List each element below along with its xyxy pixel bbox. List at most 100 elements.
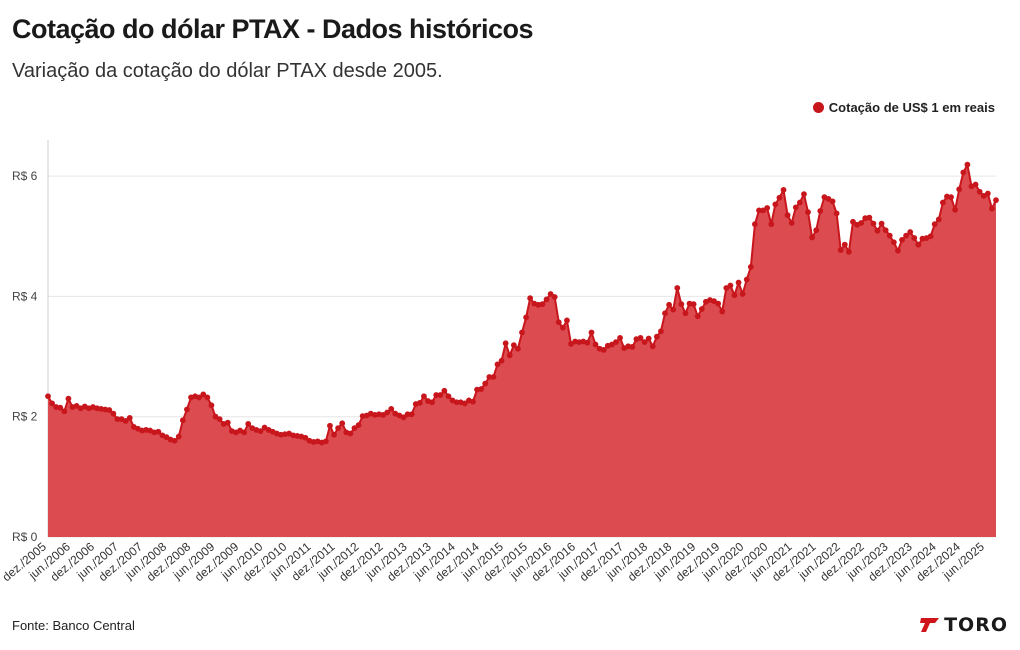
toro-logo-icon xyxy=(920,618,940,632)
data-point xyxy=(850,218,856,225)
data-point xyxy=(698,306,705,312)
data-point xyxy=(895,247,901,254)
data-point xyxy=(155,428,162,435)
data-point xyxy=(780,187,787,193)
data-point xyxy=(404,411,411,418)
logo-wordmark: TORO xyxy=(944,614,1008,636)
data-point xyxy=(196,394,203,401)
data-point xyxy=(335,425,342,432)
data-point xyxy=(931,221,938,228)
data-point xyxy=(224,419,231,426)
y-tick-label: R$ 6 xyxy=(12,169,38,183)
data-point xyxy=(461,400,468,407)
data-point xyxy=(204,394,211,401)
data-point xyxy=(674,285,681,291)
data-point xyxy=(257,428,264,435)
data-point xyxy=(351,425,358,432)
data-point xyxy=(805,209,811,216)
data-point xyxy=(829,198,836,205)
data-point xyxy=(984,190,991,197)
data-point xyxy=(564,317,570,324)
data-point xyxy=(649,343,656,350)
data-point xyxy=(65,395,72,402)
data-point xyxy=(588,329,595,336)
data-point xyxy=(122,418,129,424)
data-point xyxy=(498,357,505,364)
data-point xyxy=(735,279,742,286)
legend-label: Cotação de US$ 1 em reais xyxy=(828,100,995,115)
data-point xyxy=(441,387,448,394)
data-point xyxy=(486,374,493,380)
data-point xyxy=(216,416,223,422)
data-point xyxy=(114,416,121,422)
data-point xyxy=(952,206,959,213)
data-point xyxy=(613,339,619,346)
data-point xyxy=(527,295,534,302)
data-point xyxy=(106,407,113,413)
data-point xyxy=(478,386,485,392)
data-point xyxy=(796,199,803,206)
data-point xyxy=(629,344,636,350)
data-point xyxy=(653,333,660,340)
data-point xyxy=(584,339,591,346)
data-point xyxy=(866,214,873,221)
data-point xyxy=(682,310,689,317)
data-point xyxy=(666,301,672,308)
y-axis-ticks: R$ 0 R$ 2 R$ 4 R$ 6 xyxy=(12,169,38,544)
data-point xyxy=(637,335,644,341)
data-point xyxy=(510,342,517,349)
data-point xyxy=(768,221,775,228)
data-point xyxy=(523,314,529,321)
data-point xyxy=(482,380,489,387)
data-point xyxy=(416,399,423,406)
data-point xyxy=(470,398,476,405)
data-point xyxy=(400,414,407,421)
data-point xyxy=(915,241,922,248)
data-point xyxy=(935,216,942,223)
data-point xyxy=(964,161,971,168)
data-point xyxy=(694,313,701,320)
data-point xyxy=(208,402,215,409)
data-point xyxy=(890,239,897,246)
data-point xyxy=(788,220,795,226)
y-tick-label: R$ 2 xyxy=(12,410,38,424)
data-point xyxy=(948,194,954,201)
data-point xyxy=(939,199,946,206)
series-area-fill xyxy=(48,164,996,537)
data-point xyxy=(245,421,252,427)
data-point xyxy=(743,276,750,283)
data-point xyxy=(792,204,799,211)
data-point xyxy=(662,310,668,317)
data-point xyxy=(61,408,68,415)
data-point xyxy=(670,306,677,313)
data-point xyxy=(453,399,460,406)
data-point xyxy=(559,324,566,331)
data-point xyxy=(331,431,337,438)
data-point xyxy=(388,405,395,412)
data-point xyxy=(715,300,722,307)
data-point xyxy=(355,422,362,429)
data-point xyxy=(886,232,893,239)
data-point xyxy=(678,301,685,308)
data-point xyxy=(764,205,771,211)
data-point xyxy=(833,210,840,217)
data-point xyxy=(429,399,435,406)
brand-logo: TORO xyxy=(919,614,1008,636)
data-point xyxy=(878,220,885,227)
y-tick-label: R$ 0 xyxy=(12,530,38,544)
data-point xyxy=(408,411,415,418)
data-point xyxy=(384,409,391,416)
data-point xyxy=(645,335,652,342)
data-point xyxy=(49,400,55,407)
data-point xyxy=(445,393,452,400)
data-point xyxy=(506,352,513,359)
data-point xyxy=(347,430,354,437)
data-point xyxy=(911,235,918,241)
chart-title: Cotação do dólar PTAX - Dados históricos xyxy=(12,14,534,44)
data-point xyxy=(731,292,738,299)
data-point xyxy=(874,227,881,234)
data-point xyxy=(690,301,697,308)
data-point xyxy=(539,301,546,308)
data-point xyxy=(490,374,497,380)
